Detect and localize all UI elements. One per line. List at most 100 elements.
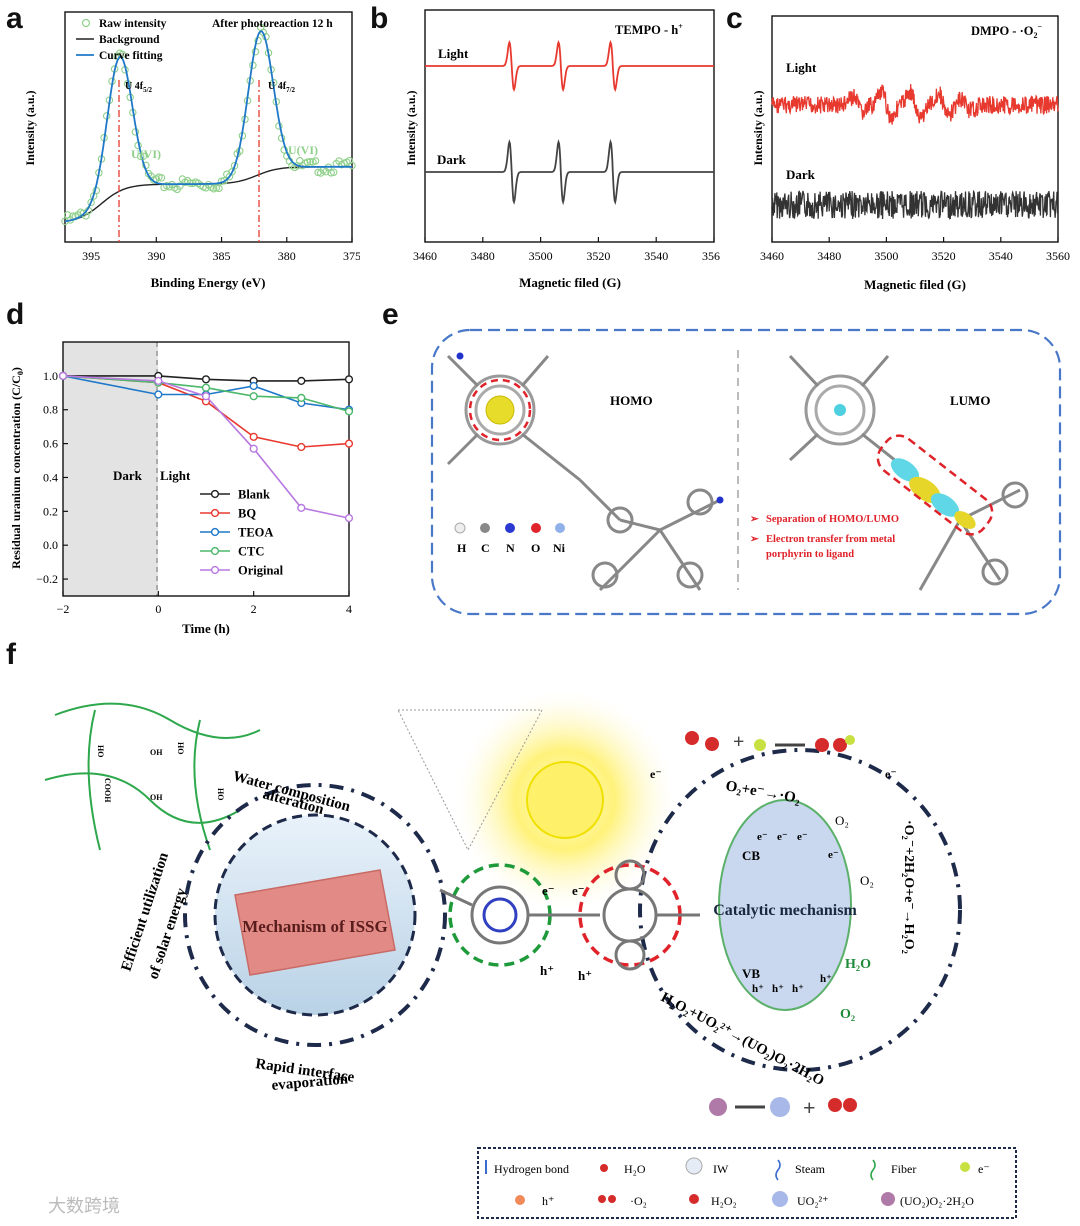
fiber-oh-label-2: OH xyxy=(150,793,163,802)
chart-d-light-label: Light xyxy=(160,468,191,483)
legend-product-marker xyxy=(881,1192,895,1206)
chart-d-xlabel: Time (h) xyxy=(182,621,230,636)
legend-uranyl: UO₂²⁺ xyxy=(797,1194,828,1208)
chart-c-xlabel: Magnetic filed (G) xyxy=(864,277,966,292)
transfer-e-2: e⁻ xyxy=(572,883,585,898)
framework-molecule xyxy=(439,859,700,971)
cb-label: CB xyxy=(742,848,760,863)
panel-f-legend-box xyxy=(477,1147,1017,1219)
chart-d-point xyxy=(201,392,211,401)
atom-o: O xyxy=(531,541,540,555)
chart-a-legend-fit: Curve fitting xyxy=(99,50,163,62)
chart-c-dark-line xyxy=(771,189,1059,220)
reaction-uranyl-peroxide: + xyxy=(709,1095,857,1120)
homo-orbital xyxy=(485,395,515,425)
legend-hole: h⁺ xyxy=(542,1194,554,1208)
cycle-electron-right: e⁻ xyxy=(885,767,897,781)
chart-c-dark-label: Dark xyxy=(786,167,816,182)
chart-a-raw-point xyxy=(186,179,194,187)
chart-a-raw-point xyxy=(329,168,338,176)
chart-c-title: DMPO - ·O2− xyxy=(971,22,1043,40)
chart-a-raw-point xyxy=(306,158,315,166)
equation-1: O₂+e⁻→·O₂ xyxy=(724,778,802,807)
panel-e-note-3: porphyrin to ligand xyxy=(766,549,854,560)
chart-d-ytick-label: 0.8 xyxy=(43,403,58,417)
chart-d-series-line xyxy=(63,375,350,382)
chart-d-ylabel: Residual uranium concentration (C/C0) xyxy=(9,367,25,569)
legend-iw: IW xyxy=(713,1162,729,1176)
chart-d-legend-marker xyxy=(210,546,220,556)
atom-c: C xyxy=(481,541,490,555)
chart-d-point xyxy=(297,393,306,403)
chart-d-dark-label: Dark xyxy=(113,468,143,483)
legend-hbond: Hydrogen bond xyxy=(494,1162,569,1176)
chart-a-raw-point xyxy=(230,161,239,170)
legend-steam: Steam xyxy=(795,1162,826,1176)
chart-d-ytick-label: 0.4 xyxy=(43,470,58,484)
legend-h2o: H₂O xyxy=(624,1162,646,1176)
chart-c-xtick-label: 3520 xyxy=(932,249,956,263)
legend-electron-marker xyxy=(960,1162,970,1172)
chart-d-ytick-label: 0.0 xyxy=(43,538,58,552)
vb-h-out: h⁺ xyxy=(820,973,832,985)
legend-hole-marker xyxy=(515,1195,525,1205)
chart-b-dark-line xyxy=(425,138,714,206)
transfer-h-2: h⁺ xyxy=(578,968,592,983)
chart-d-point xyxy=(154,376,163,386)
chart-c-xtick-label: 3500 xyxy=(874,249,898,263)
chart-d-legend-label: BQ xyxy=(238,507,256,521)
chart-d-ytick-label: 0.6 xyxy=(43,437,58,451)
lumo-core-orbital xyxy=(834,404,846,416)
chart-b-xtick-label: 3500 xyxy=(529,249,553,263)
cb-electron-3: e⁻ xyxy=(797,831,808,843)
chart-c: 3460 3480 3500 3520 3540 3560 DMPO - ·O2− Lig… xyxy=(751,15,1070,292)
chart-d-legend-marker xyxy=(210,489,220,499)
chart-d-legend-label: TEOA xyxy=(238,526,273,540)
chart-d-axes: −2 0 2 4 1.0 0.8 0.6 0.4 0.2 0.0 −0.2 xyxy=(36,369,352,616)
chart-a-title: After photoreaction 12 h xyxy=(212,18,333,30)
homo-molecule xyxy=(446,354,721,592)
chart-a-raw-point xyxy=(311,157,320,165)
chart-b-xtick-label: 3480 xyxy=(471,249,495,263)
chart-b-light-label: Light xyxy=(438,46,469,61)
hbond-box xyxy=(397,709,543,852)
issg-cycle xyxy=(183,783,447,1047)
cb-e-out: e⁻ xyxy=(828,849,839,861)
legend-product: (UO₂)O₂·2H₂O xyxy=(900,1194,974,1208)
chart-a: 395 390 385 380 375 Raw intensity Background… xyxy=(23,11,360,290)
chart-d-ytick-label: 1.0 xyxy=(43,369,58,383)
chart-d-xtick-label: 2 xyxy=(251,602,257,616)
chart-a-xticks: 395 390 385 380 375 xyxy=(82,237,360,263)
chart-c-light-label: Light xyxy=(786,60,817,75)
svg-text:+: + xyxy=(803,1095,816,1120)
chart-d: −2 0 2 4 1.0 0.8 0.6 0.4 0.2 0.0 −0.2 Dark Light B… xyxy=(9,341,354,636)
chart-d-point xyxy=(201,375,211,384)
panel-e-note-1: Separation of HOMO/LUMO xyxy=(766,514,899,525)
chart-d-legend-label: Blank xyxy=(238,488,270,502)
legend-superoxide: ·O₂ xyxy=(630,1194,647,1208)
atom-h: H xyxy=(457,541,467,555)
chart-d-dark-region xyxy=(63,342,158,596)
svg-text:+: + xyxy=(733,731,744,753)
chart-c-xtick-label: 3560 xyxy=(1046,249,1070,263)
legend-superoxide-marker xyxy=(598,1195,606,1203)
panel-e-note-2: Electron transfer from metal xyxy=(766,534,895,545)
chart-d-legend-marker xyxy=(210,508,220,518)
reaction-o2-plus-e: + xyxy=(685,731,855,753)
chart-d-point xyxy=(344,439,354,448)
chart-d-series-line xyxy=(62,375,350,411)
chart-a-raw-point xyxy=(176,182,184,190)
legend-electron: e⁻ xyxy=(978,1162,990,1176)
chart-d-point xyxy=(201,383,211,392)
vb-hole-2: h⁺ xyxy=(772,983,784,995)
chart-b-frame xyxy=(424,9,715,243)
fiber-ho-label: HO xyxy=(176,742,185,754)
transfer-e-1: e⁻ xyxy=(542,883,555,898)
cb-electron-2: e⁻ xyxy=(777,831,788,843)
chart-b-xticks: 3460 3480 3500 3520 3540 3560 xyxy=(413,237,720,263)
chart-b-dark-label: Dark xyxy=(437,152,467,167)
chart-a-fit-line xyxy=(64,30,352,223)
panel-f-diagram: OH HO OH HO COOH HO Mechanism of ISSG Wa… xyxy=(44,690,1017,1219)
chart-b-xtick-label: 3540 xyxy=(644,249,668,263)
panel-e-border xyxy=(430,328,1062,616)
